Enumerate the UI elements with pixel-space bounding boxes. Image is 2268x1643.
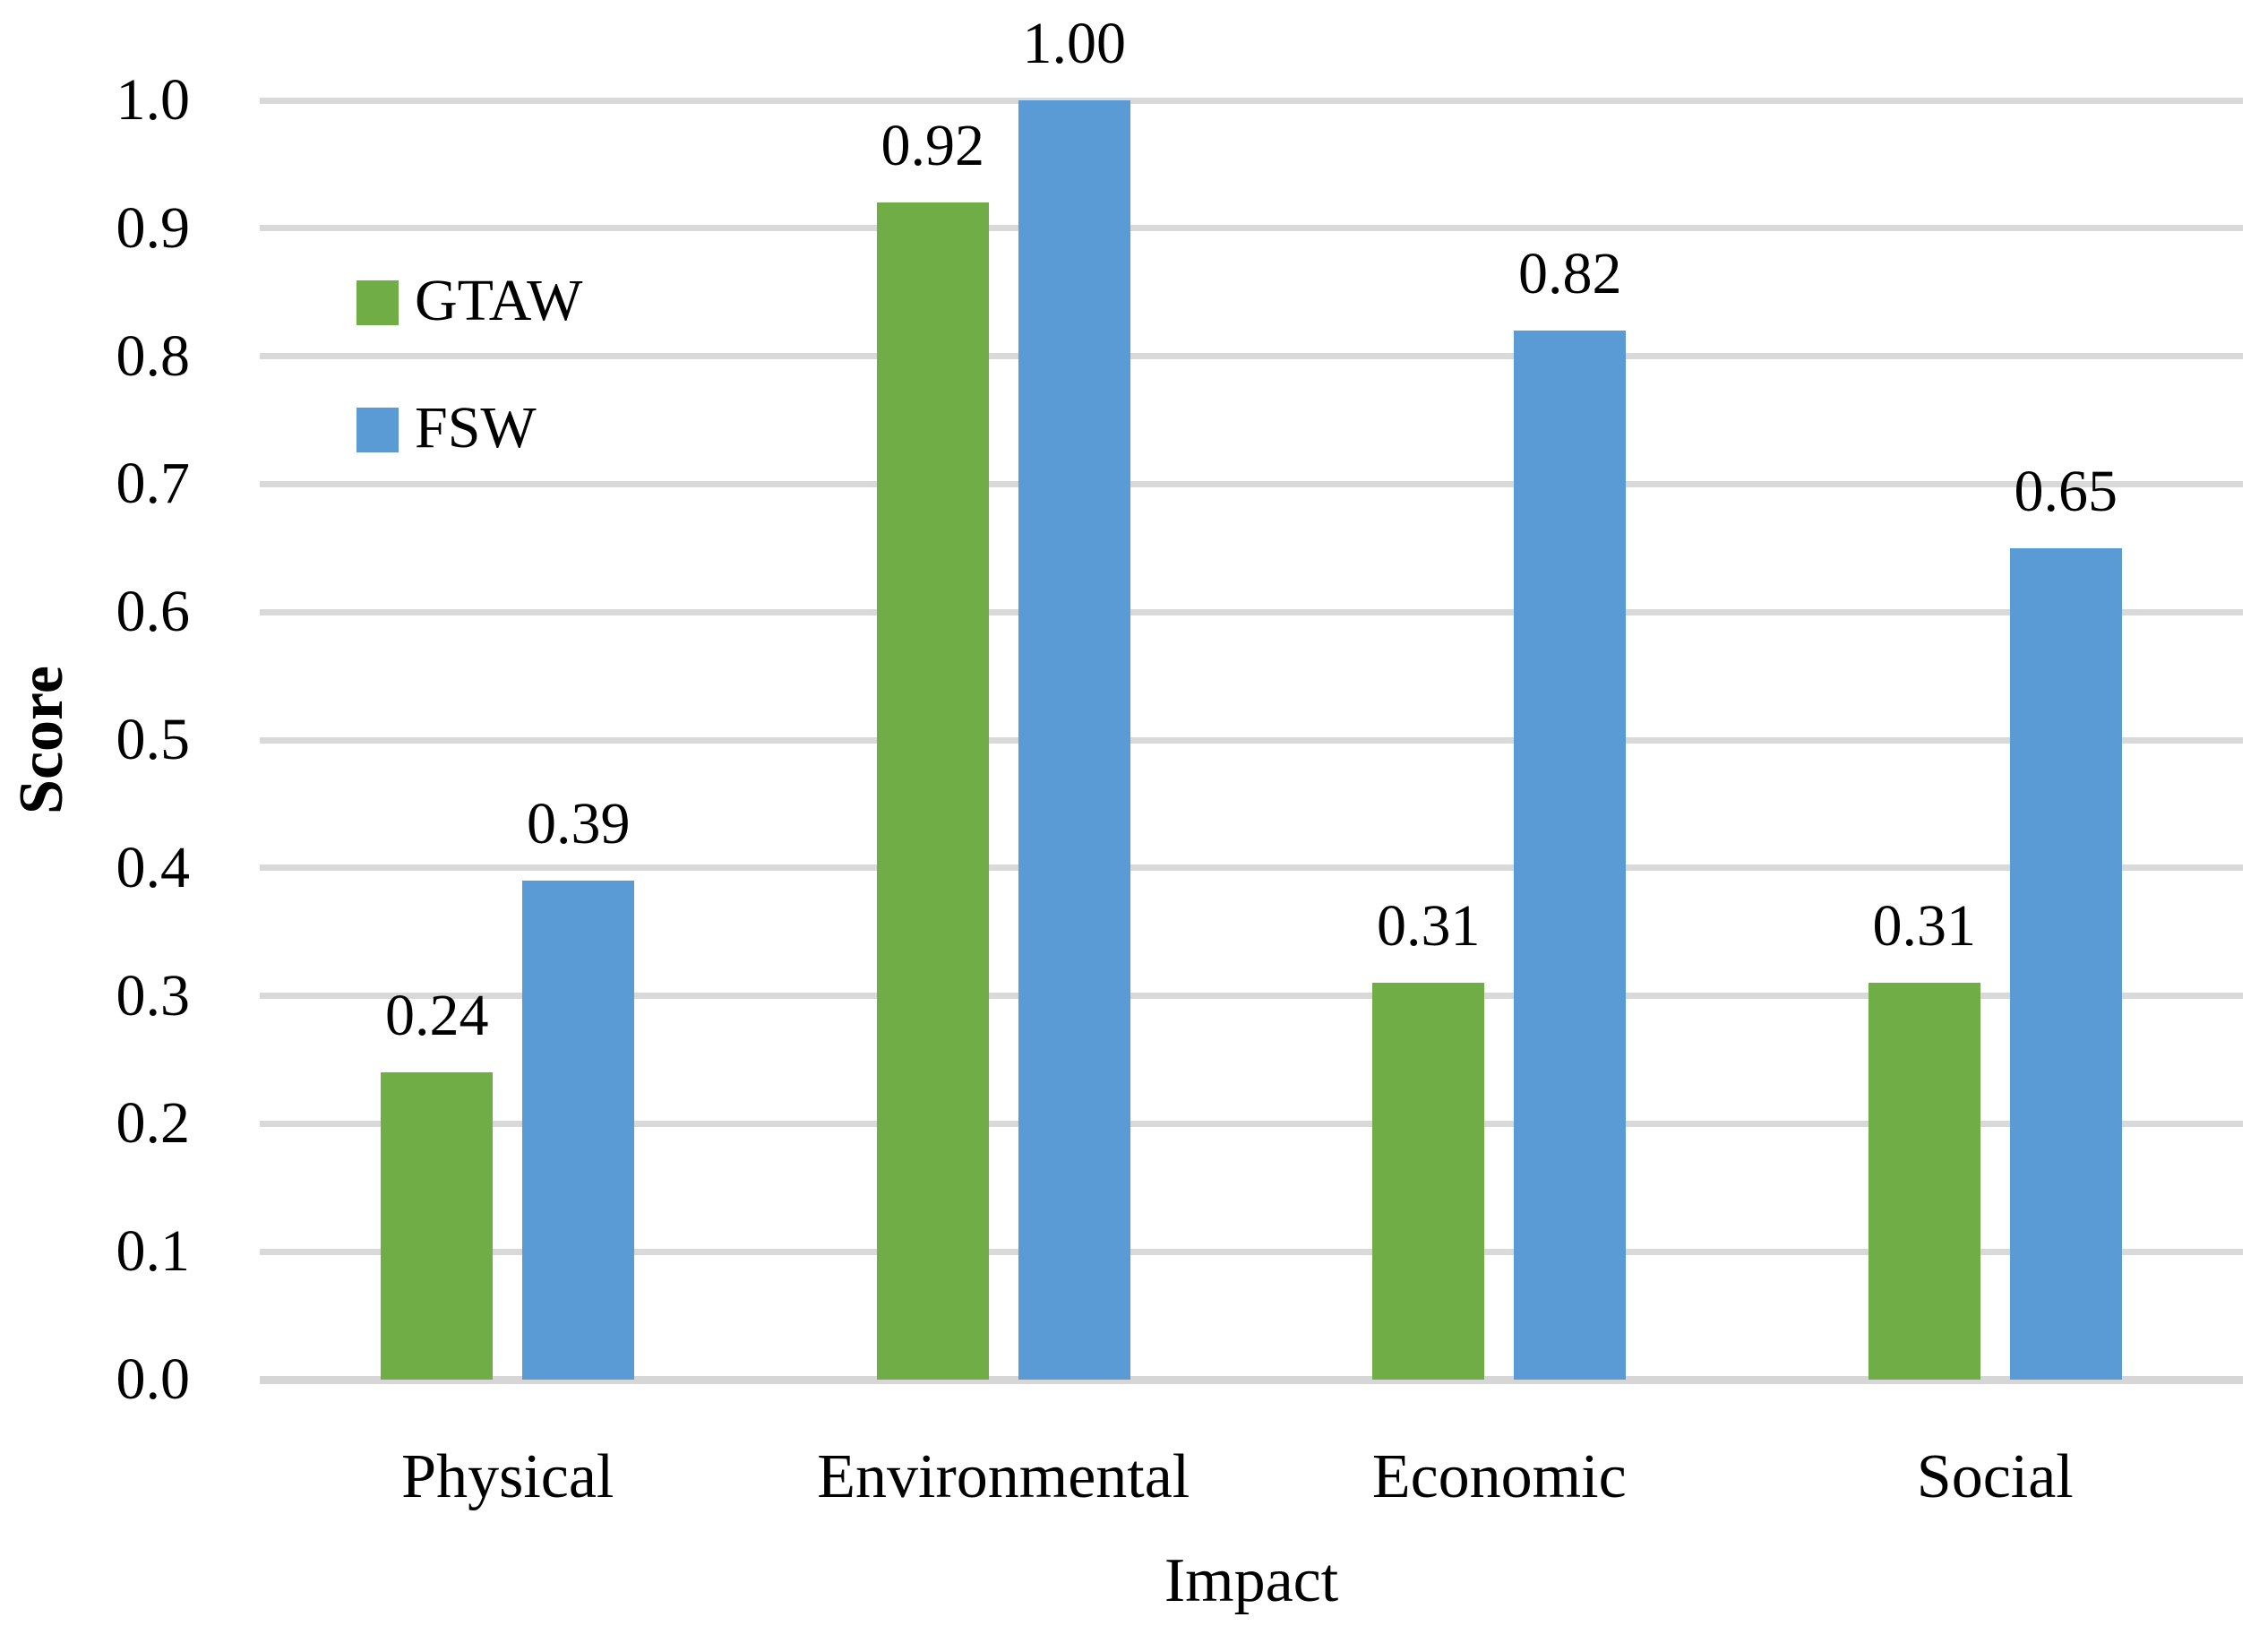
x-category-label-environmental: Environmental: [817, 1442, 1190, 1511]
x-category-label-physical: Physical: [401, 1442, 614, 1511]
gridline: [260, 1248, 2243, 1255]
x-axis-title: Impact: [1164, 1546, 1339, 1615]
y-tick-label: 1.0: [116, 67, 191, 133]
bar-value-label: 0.39: [527, 791, 631, 857]
bar-value-label: 0.82: [1518, 241, 1622, 307]
bar-fsw-environmental: [1018, 100, 1130, 1380]
bar-value-label: 0.31: [1872, 893, 1977, 959]
gridline: [260, 993, 2243, 1000]
y-tick-label: 0.1: [116, 1218, 191, 1285]
bar-value-label: 1.00: [1022, 11, 1127, 76]
y-tick-label: 0.8: [116, 323, 191, 389]
bar-gtaw-environmental: [876, 202, 989, 1380]
gridline: [260, 97, 2243, 104]
y-tick-label: 0.2: [116, 1090, 191, 1157]
y-tick-label: 0.5: [116, 707, 191, 772]
legend-label-fsw: FSW: [415, 395, 537, 460]
y-tick-label: 0.4: [116, 834, 191, 900]
x-axis-line: [260, 1375, 2243, 1384]
gridline: [260, 353, 2243, 360]
bar-gtaw-economic: [1372, 983, 1485, 1380]
bar-value-label: 0.65: [2014, 458, 2118, 524]
gridline: [260, 736, 2243, 744]
gridline: [260, 1120, 2243, 1127]
y-tick-label: 0.7: [116, 451, 191, 517]
legend-swatch-fsw: [357, 408, 399, 452]
gridline: [260, 480, 2243, 487]
bar-gtaw-social: [1868, 983, 1980, 1380]
bar-fsw-social: [2009, 547, 2122, 1380]
bar-fsw-economic: [1514, 331, 1627, 1380]
y-tick-label: 0.3: [116, 962, 191, 1028]
y-axis-title: Score: [7, 666, 76, 814]
bar-gtaw-physical: [381, 1072, 494, 1380]
y-tick-label: 0.0: [116, 1346, 191, 1412]
legend-swatch-gtaw: [357, 280, 399, 325]
gridline: [260, 225, 2243, 232]
y-tick-label: 0.9: [116, 194, 191, 261]
bar-value-label: 0.24: [385, 983, 489, 1049]
x-category-label-social: Social: [1916, 1442, 2074, 1511]
bar-value-label: 0.31: [1377, 893, 1481, 959]
bar-fsw-physical: [522, 881, 635, 1380]
y-tick-label: 0.6: [116, 579, 191, 645]
bar-value-label: 0.92: [881, 113, 985, 179]
legend-label-gtaw: GTAW: [415, 268, 583, 333]
gridline: [260, 865, 2243, 872]
x-category-label-economic: Economic: [1371, 1442, 1627, 1511]
gridline: [260, 608, 2243, 615]
